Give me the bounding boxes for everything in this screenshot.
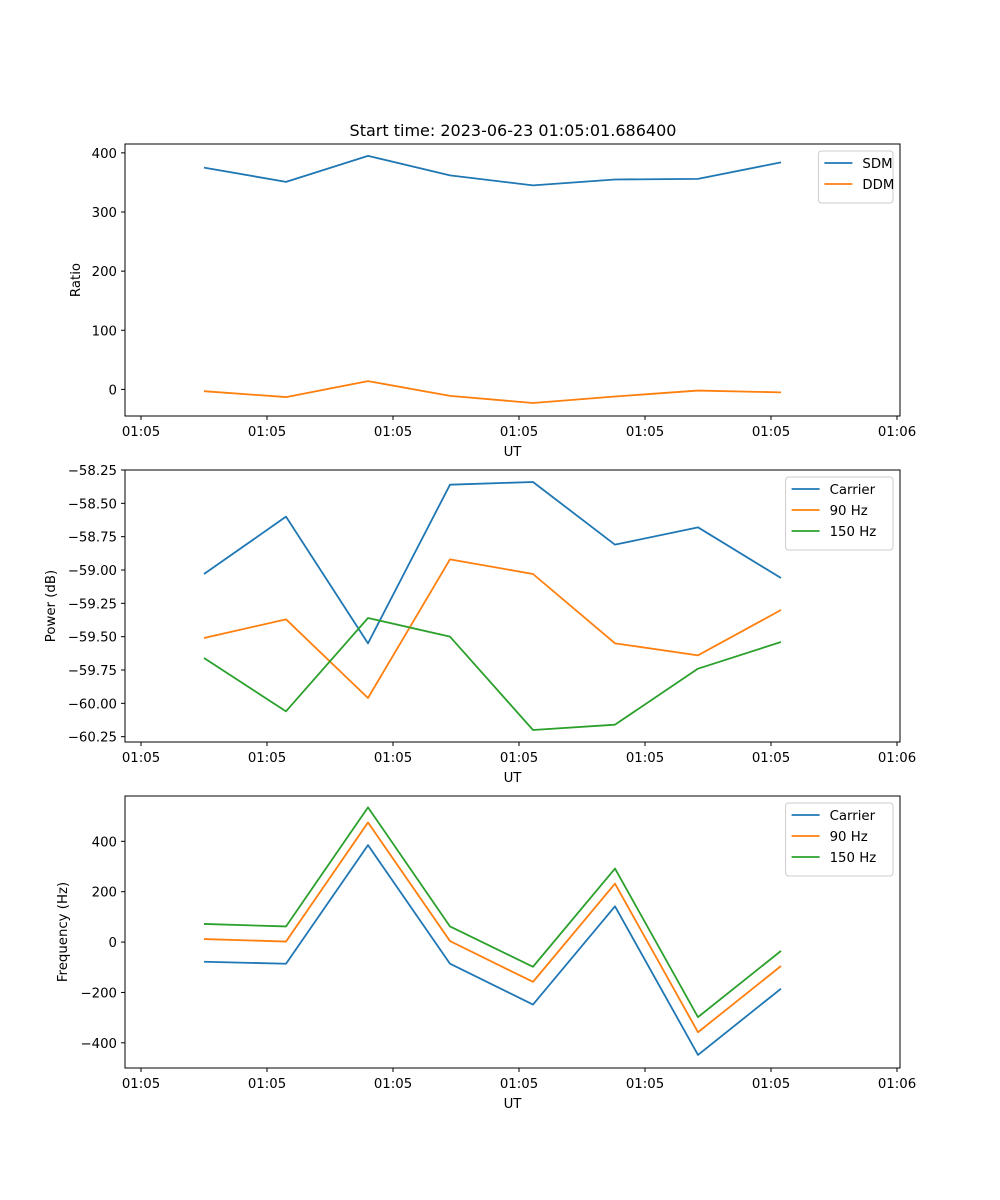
y-tick-label: −59.00 [68,564,117,579]
y-tick-label: −60.25 [68,731,117,746]
y-tick-label: −58.75 [68,531,117,546]
x-tick-label: 01:05 [122,1077,160,1092]
y-tick-label: −59.50 [68,631,117,646]
series-line-90-hz [203,558,782,699]
x-axis-label: UT [504,771,523,786]
legend-label: 150 Hz [830,525,877,540]
legend: SDM DDM [817,150,894,204]
legend-label: 150 Hz [830,851,877,866]
x-tick-label: 01:05 [122,751,160,766]
legend: Carrier 90 Hz 150 Hz [785,476,894,551]
x-tick-label: 01:05 [752,751,790,766]
chart-panels: 01:05 01:05 01:05 01:05 01:05 01:05 01:06 0 100 2… [44,143,916,1112]
chart-panel-3: 01:05 01:05 01:05 01:05 01:05 01:05 01:06 −400 −… [56,795,916,1112]
y-tick-label: −58.50 [68,497,117,512]
x-tick-label: 01:05 [626,751,664,766]
y-tick-label: 0 [109,383,117,398]
x-tick-label: 01:06 [878,1077,916,1092]
y-tick-label: 200 [92,886,117,901]
axes-frame [124,143,901,417]
y-tick-label: 400 [92,835,117,850]
x-tick-label: 01:05 [752,1077,790,1092]
series-line-ddm [203,380,782,404]
x-tick-label: 01:05 [248,425,286,440]
y-axis-label: Power (dB) [44,570,59,642]
legend-label: DDM [862,178,894,193]
y-tick-label: −60.00 [68,697,117,712]
x-tick-label: 01:05 [374,425,412,440]
series-line-90-hz [203,821,782,1034]
series-line-150-hz [203,617,782,731]
y-tick-label: −400 [80,1037,117,1052]
y-tick-label: −200 [80,986,117,1001]
axes-frame [124,795,901,1069]
legend-label: Carrier [830,483,876,498]
x-tick-label: 01:05 [500,425,538,440]
y-tick-label: −59.75 [68,664,117,679]
y-tick-label: 100 [92,324,117,339]
x-axis-label: UT [504,445,523,460]
figure-title: Start time: 2023-06-23 01:05:01.686400 [350,121,677,140]
series-line-carrier [203,844,782,1056]
legend-label: SDM [862,157,892,172]
legend: Carrier 90 Hz 150 Hz [785,802,894,877]
series-line-carrier [203,481,782,645]
x-tick-label: 01:06 [878,751,916,766]
x-tick-label: 01:05 [248,1077,286,1092]
legend-label: Carrier [830,809,876,824]
x-tick-label: 01:05 [500,1077,538,1092]
x-tick-label: 01:06 [878,425,916,440]
x-tick-label: 01:05 [626,1077,664,1092]
x-tick-label: 01:05 [122,425,160,440]
y-tick-label: 400 [92,147,117,162]
y-tick-label: 200 [92,265,117,280]
x-axis-label: UT [504,1097,523,1112]
x-tick-label: 01:05 [374,751,412,766]
chart-panel-2: 01:05 01:05 01:05 01:05 01:05 01:05 01:06 −58.2… [44,464,916,786]
y-axis-label: Frequency (Hz) [56,882,71,982]
y-tick-label: 300 [92,206,117,221]
x-tick-label: 01:05 [374,1077,412,1092]
series-line-sdm [203,154,782,187]
y-tick-label: 0 [109,936,117,951]
chart-panel-1: 01:05 01:05 01:05 01:05 01:05 01:05 01:06 0 100 2… [69,143,916,460]
series-line-150-hz [203,806,782,1019]
y-tick-label: −59.25 [68,597,117,612]
y-tick-label: −58.25 [68,464,117,479]
x-tick-label: 01:05 [626,425,664,440]
x-tick-label: 01:05 [752,425,790,440]
legend-label: 90 Hz [830,504,868,519]
legend-label: 90 Hz [830,830,868,845]
y-axis-label: Ratio [69,263,84,297]
x-tick-label: 01:05 [248,751,286,766]
axes-frame [124,469,901,743]
x-tick-label: 01:05 [500,751,538,766]
legend-box [817,150,894,204]
